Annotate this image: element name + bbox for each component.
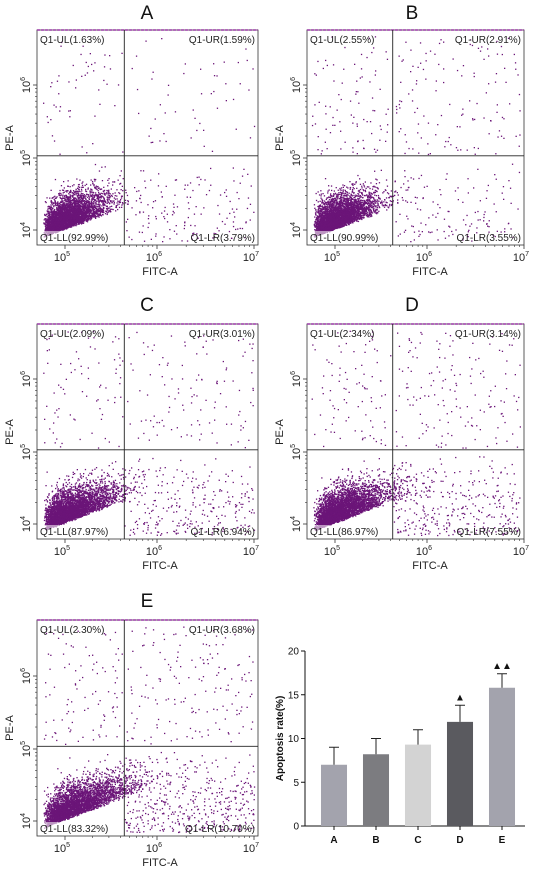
quadrant-label-ur: Q1-UR(2.91%) (455, 35, 521, 46)
quadrant-label-ur: Q1-UR(1.59%) (189, 35, 255, 46)
y-axis-label: PE-A (274, 125, 286, 151)
x-tick-label: 107 (243, 545, 259, 558)
flow-panel-c: C Q1-UL(2.09%) Q1-UR(3.01%) Q1-LL(87.97%) Q1… (4, 295, 259, 572)
x-axis-label: FITC-A (142, 266, 178, 278)
panel-letter: D (405, 295, 419, 316)
y-tick-label: 105 (20, 444, 33, 460)
quadrant-label-ul: Q1-UL(2.34%) (310, 329, 374, 340)
x-tick-label: 105 (54, 842, 70, 855)
event-dots (43, 331, 256, 536)
quadrant-label-ll: Q1-LL(86.97%) (310, 527, 378, 538)
flow-panel-e: E Q1-UL(2.30%) Q1-UR(3.68%) Q1-LL(83.32%) Q1… (4, 591, 259, 869)
quadrant-label-ur: Q1-UR(3.01%) (189, 329, 255, 340)
x-tick-label: 105 (324, 251, 340, 264)
x-category-label: E (499, 835, 506, 846)
x-tick-label: 107 (513, 251, 529, 264)
significance-marker: ▲ (455, 692, 465, 703)
event-dots (43, 38, 256, 243)
panel-letter: B (406, 3, 419, 24)
quadrant-label-lr: Q1-LR(3.79%) (191, 233, 255, 244)
bar-d (446, 721, 474, 826)
x-tick-label: 105 (54, 545, 70, 558)
y-axis-label: PE-A (4, 419, 16, 445)
quadrant-label-lr: Q1-LR(10.70%) (185, 824, 255, 835)
x-axis-label: FITC-A (412, 560, 448, 572)
x-category-label: B (372, 835, 379, 846)
apoptosis-bar-chart: 0 5 10 15 20 Apoptosis rate(%) A B C D ▲ E ▲▲ (275, 647, 525, 846)
y-tick-label: 20 (288, 647, 300, 658)
flow-panel-d: D Q1-UL(2.34%) Q1-UR(3.14%) Q1-LL(86.97%) Q1… (274, 295, 529, 572)
y-tick-label: 105 (20, 741, 33, 757)
y-tick-label: 104 (20, 222, 33, 238)
x-tick-label: 106 (146, 251, 162, 264)
significance-marker: ▲▲ (492, 661, 512, 672)
y-axis-label: PE-A (274, 419, 286, 445)
y-tick-label: 15 (288, 690, 300, 701)
event-dots (43, 626, 256, 834)
y-axis-label: PE-A (4, 715, 16, 741)
x-tick-label: 107 (243, 842, 259, 855)
y-tick-label: 104 (20, 813, 33, 829)
event-dots (311, 36, 521, 243)
y-tick-label: 106 (20, 77, 33, 93)
x-tick-label: 106 (146, 545, 162, 558)
quadrant-label-ll: Q1-LL(92.99%) (40, 233, 108, 244)
x-axis-label: FITC-A (142, 857, 178, 869)
y-axis-label: PE-A (4, 125, 16, 151)
x-tick-label: 106 (416, 545, 432, 558)
y-tick-label: 104 (290, 222, 303, 238)
bar-e (488, 687, 516, 826)
quadrant-label-ul: Q1-UL(2.55%) (310, 35, 374, 46)
x-tick-label: 105 (324, 545, 340, 558)
x-axis-label: FITC-A (142, 560, 178, 572)
x-tick-label: 107 (243, 251, 259, 264)
quadrant-label-ul: Q1-UL(1.63%) (40, 35, 104, 46)
y-tick-label: 106 (20, 668, 33, 684)
bar-b (362, 754, 390, 826)
x-category-label: C (414, 835, 421, 846)
y-tick-label: 106 (290, 371, 303, 387)
flow-panel-b: B Q1-UL(2.55%) Q1-UR(2.91%) Q1-LL(90.99%) Q1… (274, 3, 529, 278)
bar-a (320, 764, 348, 826)
bar-c (404, 744, 432, 826)
x-tick-label: 105 (54, 251, 70, 264)
quadrant-label-ul: Q1-UL(2.09%) (40, 329, 104, 340)
y-tick-label: 105 (290, 150, 303, 166)
y-tick-label: 105 (290, 444, 303, 460)
quadrant-label-ur: Q1-UR(3.68%) (189, 625, 255, 636)
y-tick-label: 10 (288, 734, 300, 745)
y-axis-label: Apoptosis rate(%) (275, 696, 286, 782)
x-tick-label: 106 (146, 842, 162, 855)
y-tick-label: 5 (293, 778, 299, 789)
y-tick-label: 106 (20, 371, 33, 387)
x-tick-label: 106 (416, 251, 432, 264)
y-tick-label: 104 (20, 516, 33, 532)
event-dots (311, 330, 521, 537)
x-category-label: D (456, 835, 463, 846)
y-tick-label: 106 (290, 77, 303, 93)
x-tick-label: 107 (513, 545, 529, 558)
quadrant-label-ll: Q1-LL(90.99%) (310, 233, 378, 244)
quadrant-label-ll: Q1-LL(83.32%) (40, 824, 108, 835)
flow-panel-a: A Q1-UL(1.63%) Q1-UR(1.59%) Q1-LL(92.99%) Q1… (4, 3, 259, 278)
quadrant-label-ll: Q1-LL(87.97%) (40, 527, 108, 538)
flow-cytometry-panels: A Q1-UL(1.63%) Q1-UR(1.59%) Q1-LL(92.99%) Q1… (4, 3, 529, 869)
panel-letter: E (141, 591, 154, 612)
panel-letter: A (141, 3, 154, 24)
quadrant-label-ul: Q1-UL(2.30%) (40, 625, 104, 636)
quadrant-label-ur: Q1-UR(3.14%) (455, 329, 521, 340)
y-tick-label: 0 (293, 822, 299, 833)
quadrant-label-lr: Q1-LR(7.55%) (457, 527, 521, 538)
y-tick-label: 105 (20, 150, 33, 166)
panel-letter: C (140, 295, 154, 316)
quadrant-label-lr: Q1-LR(3.55%) (457, 233, 521, 244)
x-category-label: A (330, 835, 337, 846)
x-axis-label: FITC-A (412, 266, 448, 278)
quadrant-label-lr: Q1-LR(6.94%) (191, 527, 255, 538)
y-tick-label: 104 (290, 516, 303, 532)
